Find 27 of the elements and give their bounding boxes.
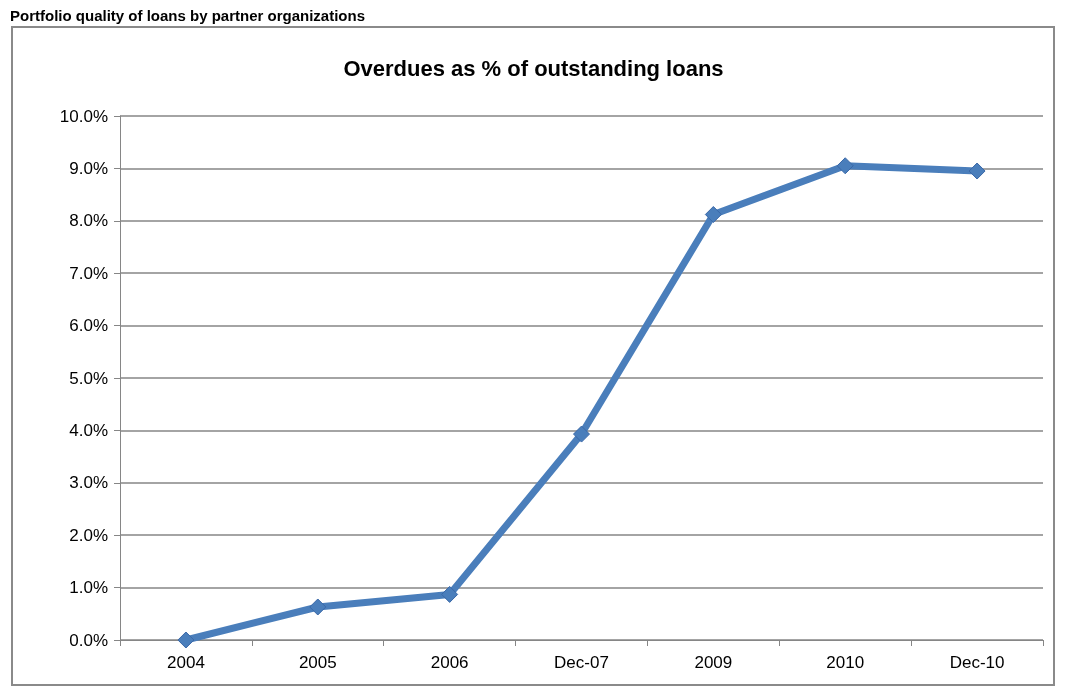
x-tick-label: 2010 bbox=[826, 653, 865, 672]
text: Portfolio quality of loans by partner organizations bbox=[10, 7, 366, 24]
x-tick-label: 2009 bbox=[694, 653, 733, 672]
y-tick-label: 4.0% bbox=[69, 420, 108, 440]
point bbox=[573, 425, 590, 443]
y-tick-label: 9.0% bbox=[69, 158, 108, 178]
point bbox=[968, 162, 986, 180]
y-tick-label: 6.0% bbox=[69, 316, 108, 336]
point bbox=[704, 206, 722, 224]
x-tick-label: 2005 bbox=[298, 653, 337, 672]
y-tick-label: 8.0% bbox=[69, 211, 108, 231]
x-tick-label: Dec-10 bbox=[949, 653, 1005, 672]
point bbox=[441, 585, 459, 603]
point bbox=[177, 631, 195, 649]
y-tick-label: 3.0% bbox=[69, 473, 108, 493]
y-tick-label: 5.0% bbox=[69, 368, 108, 388]
y-tick-label: 0.0% bbox=[69, 630, 108, 650]
chart-title: Overdues as % of outstanding loans bbox=[343, 55, 724, 81]
point bbox=[836, 157, 854, 175]
y-tick-label: 2.0% bbox=[69, 525, 108, 545]
y-tick-label: 7.0% bbox=[69, 263, 108, 283]
x-tick-label: 2006 bbox=[430, 653, 469, 672]
y-tick-label: 10.0% bbox=[59, 106, 108, 126]
y-tick-label: 1.0% bbox=[69, 578, 108, 598]
x-tick-label: 2004 bbox=[167, 653, 205, 672]
x-tick-label: Dec-07 bbox=[554, 653, 609, 672]
point bbox=[309, 598, 327, 616]
